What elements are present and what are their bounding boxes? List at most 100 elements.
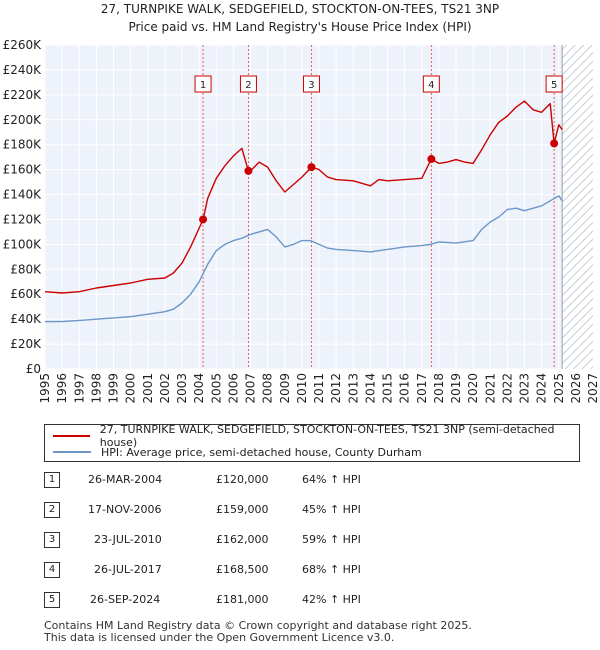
sale-date: 26-MAR-2004	[88, 473, 163, 486]
sale-number-badge: 2	[44, 502, 60, 518]
sale-marker-box: 5	[545, 75, 563, 93]
sale-number-badge: 3	[44, 532, 60, 548]
x-tick-label: 2024	[535, 373, 549, 404]
sale-marker-frame	[545, 75, 563, 93]
x-tick-label: 2013	[346, 373, 360, 404]
y-tick-label: £20K	[10, 337, 42, 351]
sale-price: £162,000	[216, 533, 269, 546]
x-tick-label: 2009	[278, 373, 292, 404]
table-row: 2 17-NOV-2006 £159,000 45% ↑ HPI	[44, 502, 444, 522]
forecast-hatch	[562, 45, 593, 369]
x-tick-label: 2011	[312, 373, 326, 404]
y-tick-label: £140K	[3, 188, 43, 202]
x-tick-label: 1999	[107, 373, 121, 404]
sale-marker-label: 1	[200, 80, 206, 91]
sale-marker-frame	[302, 75, 320, 93]
x-tick-label: 2005	[209, 373, 223, 404]
footer: Contains HM Land Registry data © Crown c…	[44, 620, 472, 644]
sale-marker-frame	[194, 75, 212, 93]
x-tick-label: 2019	[449, 373, 463, 404]
table-row: 4 26-JUL-2017 £168,500 68% ↑ HPI	[44, 562, 444, 582]
sale-hpi-change: 59% ↑ HPI	[302, 533, 361, 546]
sale-markers: 1 2 3 4 5	[194, 45, 563, 369]
x-tick-label: 2014	[363, 373, 377, 404]
sale-date: 26-JUL-2017	[94, 563, 162, 576]
y-tick-label: £40K	[10, 312, 42, 326]
chart-title: 27, TURNPIKE WALK, SEDGEFIELD, STOCKTON-…	[101, 2, 499, 16]
y-tick-label: £200K	[3, 113, 43, 127]
sale-marker-label: 3	[308, 80, 314, 91]
y-tick-label: £80K	[10, 262, 42, 276]
x-tick-label: 1997	[72, 373, 86, 404]
sale-marker-box: 4	[422, 75, 440, 93]
sale-hpi-change: 64% ↑ HPI	[302, 473, 361, 486]
sale-date: 17-NOV-2006	[88, 503, 162, 516]
y-tick-label: £180K	[3, 138, 43, 152]
series-line	[44, 100, 563, 294]
sale-marker-label: 4	[428, 80, 434, 91]
sale-marker-frame	[422, 75, 440, 93]
legend-label-hpi: HPI: Average price, semi-detached house,…	[101, 445, 422, 459]
y-tick-label: £260K	[3, 38, 43, 52]
y-tick-label: £240K	[3, 63, 43, 77]
table-row: 1 26-MAR-2004 £120,000 64% ↑ HPI	[44, 472, 444, 492]
x-tick-label: 2008	[261, 373, 275, 404]
x-tick-label: 2026	[569, 373, 583, 404]
sale-price: £159,000	[216, 503, 269, 516]
x-tick-label: 2025	[552, 373, 566, 404]
sale-number-badge: 4	[44, 562, 60, 578]
x-tick-label: 2001	[141, 373, 155, 404]
sale-point	[199, 215, 208, 224]
y-tick-label: £100K	[3, 237, 43, 251]
x-tick-label: 2012	[329, 373, 343, 404]
sale-number-badge: 1	[44, 472, 60, 488]
sale-marker-label: 2	[245, 80, 251, 91]
x-tick-label: 2021	[483, 373, 497, 404]
x-tick-label: 2007	[244, 373, 258, 404]
sale-marker-box: 1	[194, 75, 212, 93]
x-axis-ticks: 1995 1996 1997 1998 1999 2000 2001 2002 2003 2004…	[38, 373, 600, 404]
x-tick-label: 2006	[226, 373, 240, 404]
x-tick-label: 2010	[295, 373, 309, 404]
series-lines	[44, 100, 563, 323]
sale-marker-label: 5	[551, 80, 557, 91]
y-tick-label: £60K	[10, 287, 42, 301]
x-tick-label: 1996	[55, 373, 69, 404]
sale-price: £120,000	[216, 473, 269, 486]
legend: 27, TURNPIKE WALK, SEDGEFIELD, STOCKTON-…	[44, 423, 580, 462]
sale-point	[244, 166, 253, 175]
sale-hpi-change: 68% ↑ HPI	[302, 563, 361, 576]
x-tick-label: 2017	[415, 373, 429, 404]
forecast-band	[561, 45, 593, 369]
x-tick-label: 1995	[38, 373, 52, 404]
y-tick-label: £0	[26, 362, 41, 376]
legend-swatch-hpi	[53, 451, 91, 453]
y-tick-label: £160K	[3, 163, 43, 177]
price-chart: 27, TURNPIKE WALK, SEDGEFIELD, STOCKTON-…	[3, 2, 600, 404]
sale-date: 23-JUL-2010	[94, 533, 162, 546]
legend-label-property: 27, TURNPIKE WALK, SEDGEFIELD, STOCKTON-…	[99, 423, 555, 449]
sale-price: £168,500	[216, 563, 269, 576]
x-tick-label: 2016	[398, 373, 412, 404]
y-tick-label: £120K	[3, 212, 43, 226]
x-tick-label: 2000	[124, 373, 138, 404]
table-row: 5 26-SEP-2024 £181,000 42% ↑ HPI	[44, 592, 444, 612]
x-tick-label: 2004	[192, 373, 206, 404]
sale-marker-box: 3	[302, 75, 320, 93]
y-tick-label: £220K	[3, 88, 43, 102]
x-tick-label: 2023	[518, 373, 532, 404]
footer-copyright: Contains HM Land Registry data © Crown c…	[44, 619, 472, 632]
x-tick-label: 1998	[89, 373, 103, 404]
sale-marker-box: 2	[239, 75, 257, 93]
sale-point	[307, 163, 316, 172]
legend-item-hpi: HPI: Average price, semi-detached house,…	[53, 445, 422, 459]
sale-number-badge: 5	[44, 592, 60, 608]
sale-points	[199, 139, 559, 224]
sale-point	[550, 139, 559, 148]
x-tick-label: 2022	[500, 373, 514, 404]
table-row: 3 23-JUL-2010 £162,000 59% ↑ HPI	[44, 532, 444, 552]
series-line	[45, 195, 563, 323]
y-axis-ticks: £0 £20K £40K £60K £80K £100K £120K £140K £160K £1…	[3, 38, 43, 376]
sale-marker-frame	[239, 75, 257, 93]
sale-date: 26-SEP-2024	[90, 593, 161, 606]
